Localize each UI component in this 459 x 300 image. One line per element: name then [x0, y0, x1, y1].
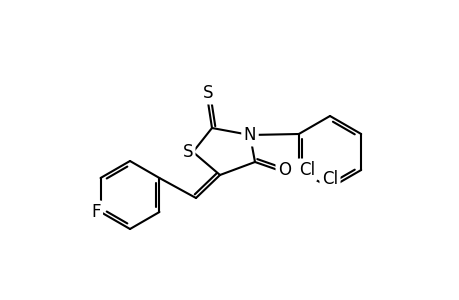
Text: F: F — [91, 203, 101, 221]
Text: Cl: Cl — [298, 161, 314, 179]
Text: N: N — [243, 126, 256, 144]
Text: Cl: Cl — [321, 170, 337, 188]
Text: S: S — [182, 143, 193, 161]
Text: O: O — [277, 161, 291, 179]
Text: S: S — [202, 84, 213, 102]
